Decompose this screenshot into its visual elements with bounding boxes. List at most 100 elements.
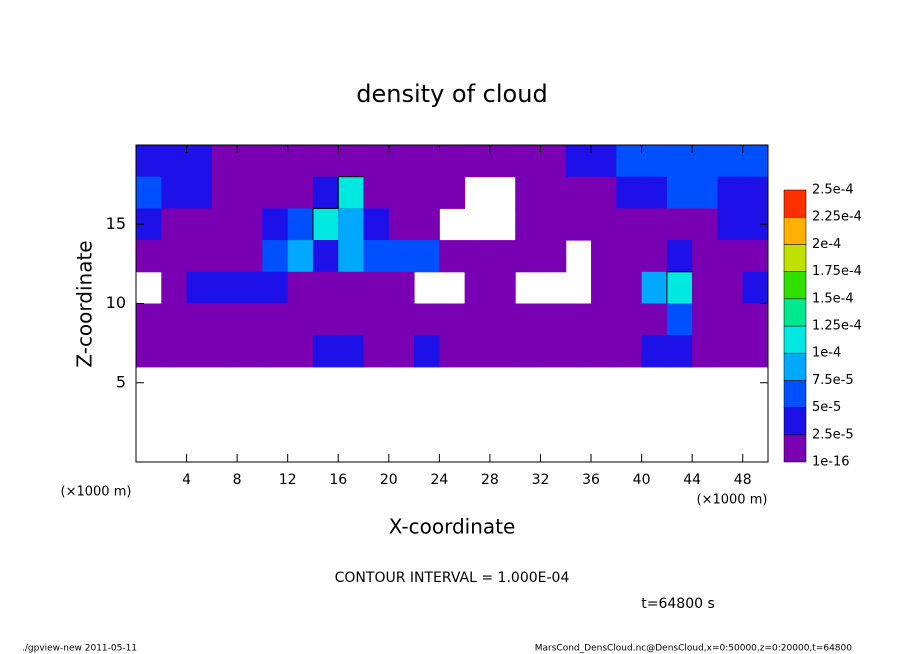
- field-cell: [161, 176, 188, 209]
- field-cell: [136, 240, 162, 273]
- field-cell: [717, 271, 744, 304]
- field-cell: [439, 303, 466, 336]
- field-cell: [641, 271, 668, 304]
- field-cell: [540, 303, 567, 336]
- field-cell: [515, 335, 541, 368]
- field-cell: [591, 271, 617, 304]
- field-cell: [211, 240, 238, 273]
- field-cell: [262, 145, 289, 178]
- field-cell: [338, 303, 365, 336]
- field-cell: [287, 335, 314, 368]
- y-axis-label: Z-coordinate: [73, 240, 97, 367]
- field-cell: [591, 335, 617, 368]
- field-cell: [591, 208, 617, 241]
- field-cell: [742, 145, 769, 178]
- field-cell: [211, 145, 238, 178]
- field-cell: [161, 240, 188, 273]
- field-cell: [186, 271, 213, 304]
- field-cell: [161, 271, 188, 304]
- colorbar-box: [783, 434, 807, 463]
- x-tick-label: 48: [734, 472, 752, 488]
- field-cell: [692, 303, 718, 336]
- field-cell: [337, 176, 365, 210]
- x-tick-label: 8: [233, 472, 242, 488]
- field-cell: [186, 303, 213, 336]
- x-unit: (×1000 m): [697, 493, 768, 508]
- field-cell: [666, 303, 693, 336]
- field-cell: [262, 208, 289, 241]
- field-cell: [414, 176, 440, 209]
- colorbar-box: [783, 271, 807, 300]
- x-tick-label: 20: [380, 472, 398, 488]
- field-cell: [363, 335, 390, 368]
- field-cell: [237, 271, 263, 304]
- field-cell: [666, 145, 693, 178]
- x-axis-label: X-coordinate: [389, 515, 516, 539]
- field-cell: [363, 208, 390, 241]
- colorbar-label: 1.75e-4: [812, 264, 862, 279]
- field-cell: [464, 271, 491, 304]
- x-tick-label: 44: [683, 472, 701, 488]
- field-cell: [742, 271, 769, 304]
- field-cell: [641, 335, 668, 368]
- field-cell: [161, 335, 188, 368]
- field-cell: [591, 176, 617, 209]
- field-cell: [161, 303, 188, 336]
- field-cell: [616, 145, 643, 178]
- field-cell: [717, 303, 744, 336]
- field-cell: [666, 176, 693, 209]
- field-cell: [540, 208, 567, 241]
- colorbar-box: [783, 407, 807, 436]
- field-cell: [565, 176, 592, 209]
- field-cell: [237, 240, 263, 273]
- field-cell: [211, 335, 238, 368]
- field-cell: [388, 303, 415, 336]
- field-cell: [692, 335, 718, 368]
- field-cell: [515, 208, 541, 241]
- field-cell: [742, 176, 769, 209]
- field-cell: [666, 335, 693, 368]
- field-cell: [489, 335, 516, 368]
- field-cell: [464, 335, 491, 368]
- field-cell: [540, 176, 567, 209]
- field-cell: [591, 145, 617, 178]
- field-cell: [287, 271, 314, 304]
- field-cell: [312, 207, 340, 242]
- colorbar-label: 1.25e-4: [812, 319, 862, 334]
- colorbar-box: [783, 244, 807, 272]
- field-cell: [414, 240, 440, 273]
- field-cell: [742, 335, 769, 368]
- colorbar-label: 2.5e-4: [812, 183, 854, 198]
- field-cell: [262, 271, 289, 304]
- colorbar-box: [783, 380, 807, 408]
- field-cell: [717, 145, 744, 178]
- field-cell: [540, 335, 567, 368]
- field-cell: [136, 303, 162, 336]
- field-cell: [565, 335, 592, 368]
- colorbar-box: [783, 352, 807, 381]
- x-tick-label: 40: [633, 472, 651, 488]
- x-tick-label: 16: [329, 472, 347, 488]
- field-cell: [237, 303, 263, 336]
- x-tick-label: 24: [430, 472, 448, 488]
- field-cell: [363, 240, 390, 273]
- field-cell: [616, 271, 643, 304]
- field-cell: [312, 145, 339, 178]
- field-cell: [287, 208, 314, 241]
- field-cell: [515, 145, 541, 178]
- field-cell: [211, 271, 238, 304]
- field-cell: [186, 240, 213, 273]
- field-cell: [439, 145, 466, 178]
- field-cell: [211, 208, 238, 241]
- field-cell: [414, 303, 440, 336]
- field-cell: [237, 335, 263, 368]
- field-cell: [717, 208, 744, 241]
- colorbar-label: 2.25e-4: [812, 210, 862, 225]
- field-cell: [692, 176, 718, 209]
- field-cell: [515, 303, 541, 336]
- field-cell: [641, 303, 668, 336]
- field-cell: [616, 240, 643, 273]
- time-label: t=64800 s: [641, 596, 715, 612]
- field-cell: [717, 176, 744, 209]
